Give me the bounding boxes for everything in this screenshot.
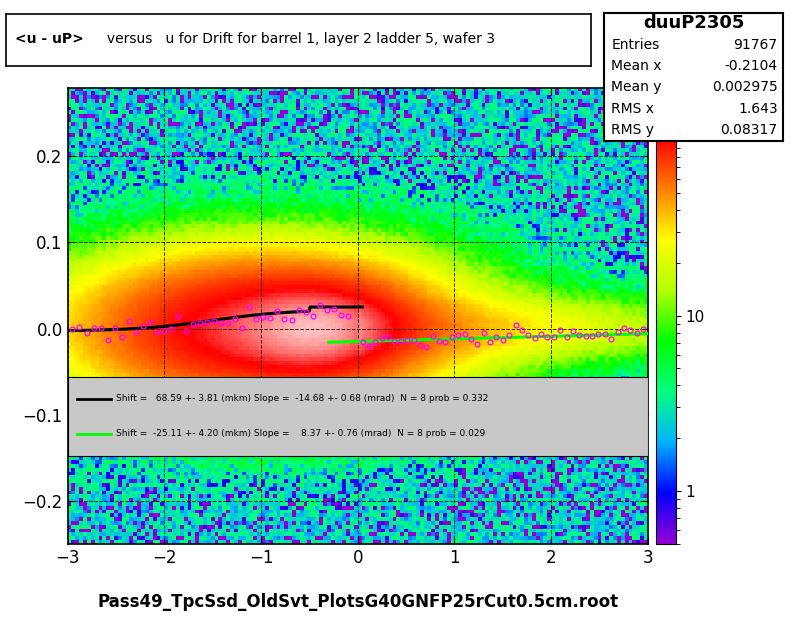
Text: -0.2104: -0.2104 — [724, 59, 778, 73]
Text: RMS y: RMS y — [611, 123, 654, 137]
Text: Pass49_TpcSsd_OldSvt_PlotsG40GNFP25rCut0.5cm.root: Pass49_TpcSsd_OldSvt_PlotsG40GNFP25rCut0… — [97, 593, 619, 611]
Text: versus   u for Drift for barrel 1, layer 2 ladder 5, wafer 3: versus u for Drift for barrel 1, layer 2… — [85, 32, 495, 46]
Text: 0: 0 — [688, 101, 697, 116]
Text: Shift =  -25.11 +- 4.20 (mkm) Slope =    8.37 +- 0.76 (mrad)  N = 8 prob = 0.029: Shift = -25.11 +- 4.20 (mkm) Slope = 8.3… — [116, 429, 485, 438]
Text: RMS x: RMS x — [611, 102, 654, 116]
Text: Mean x: Mean x — [611, 59, 662, 73]
Text: 1.643: 1.643 — [738, 102, 778, 116]
Text: <u - uP>: <u - uP> — [15, 32, 84, 46]
Text: 0.08317: 0.08317 — [720, 123, 778, 137]
Text: Mean y: Mean y — [611, 80, 662, 94]
Text: Entries: Entries — [611, 38, 660, 51]
Text: 91767: 91767 — [734, 38, 778, 51]
Text: 0.002975: 0.002975 — [712, 80, 778, 94]
Text: Shift =   68.59 +- 3.81 (mkm) Slope =  -14.68 +- 0.68 (mrad)  N = 8 prob = 0.332: Shift = 68.59 +- 3.81 (mkm) Slope = -14.… — [116, 394, 488, 403]
Bar — [68, 377, 648, 456]
Text: duuP2305: duuP2305 — [643, 14, 744, 32]
